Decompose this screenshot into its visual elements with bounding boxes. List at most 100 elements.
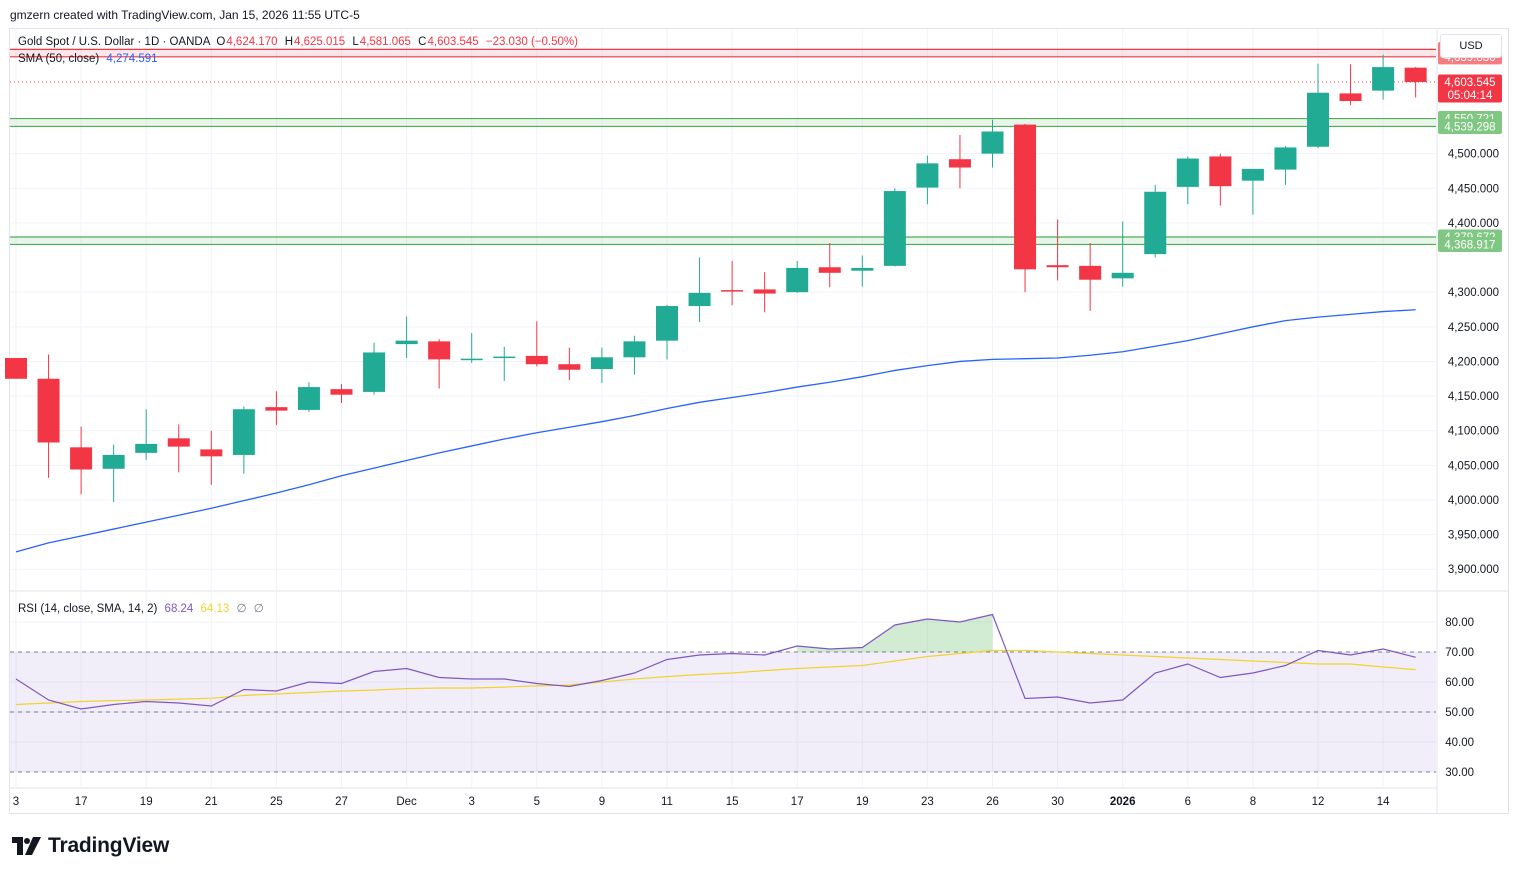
rsi-overbought-fill (797, 614, 993, 652)
candle (135, 409, 158, 460)
candle (102, 444, 125, 503)
low-label: L (352, 36, 359, 48)
candle-body (1111, 272, 1134, 279)
candle-body (1014, 124, 1037, 270)
rsi-tick-label: 70.00 (1445, 647, 1474, 659)
candle-body (493, 356, 516, 359)
candle-body (70, 447, 93, 470)
candle-body (981, 131, 1004, 154)
time-tick-label: 21 (205, 796, 218, 808)
rsi-legend: RSI (14, close, SMA, 14, 2) 68.24 64.13 … (18, 601, 268, 615)
candle-body (916, 163, 939, 188)
candle (818, 243, 841, 288)
candle (1014, 123, 1037, 293)
candle (428, 339, 451, 389)
axis-labels: 4,500.000 4,450.000 4,400.000 4,300.000 4,25… (13, 41, 1502, 808)
candle (1372, 54, 1395, 100)
price-tick-label: 4,200.000 (1448, 356, 1499, 368)
candle-body (590, 357, 613, 370)
symbol-name: Gold Spot / U.S. Dollar · 1D · OANDA (18, 36, 211, 48)
candle-body (656, 306, 678, 341)
candle (5, 357, 27, 379)
tradingview-logo[interactable]: TradingView (12, 834, 169, 858)
rsi-tick-label: 80.00 (1445, 617, 1474, 629)
price-tick-label: 4,000.000 (1448, 495, 1499, 507)
candle-body (883, 191, 906, 266)
candle (1307, 63, 1329, 149)
time-tick-label: 3 (468, 796, 474, 808)
candle-body (297, 387, 320, 410)
candle-body (753, 289, 776, 294)
candle-body (851, 267, 874, 271)
candle (721, 261, 744, 306)
time-tick-label: 8 (1250, 796, 1256, 808)
rsi-ma-line (15, 649, 1416, 706)
countdown-label-text: 05:04:14 (1448, 90, 1493, 102)
time-tick-label: 2026 (1110, 796, 1136, 808)
time-tick-label: 11 (661, 796, 673, 808)
change-value: −23.030 (−0.50%) (485, 36, 578, 48)
price-label-text: 4,368.917 (1444, 239, 1495, 251)
close-value: 4,603.545 (427, 36, 479, 48)
candle-body (330, 389, 353, 395)
candle-body (1372, 67, 1395, 91)
candle-body (1046, 265, 1069, 268)
candle-body (525, 355, 548, 365)
candle (1046, 219, 1069, 281)
open-value: 4,624.170 (226, 36, 278, 48)
candle (37, 354, 60, 478)
sma-legend-label: SMA (50, close) (18, 53, 100, 65)
candle (916, 155, 939, 205)
candle (981, 119, 1004, 168)
price-label-text: 4,603.545 (1444, 77, 1495, 89)
candle (1209, 153, 1232, 206)
candle (460, 333, 483, 363)
candle (1339, 64, 1362, 106)
rsi-tick-label: 60.00 (1445, 677, 1474, 689)
candle-body (102, 454, 125, 469)
candle-body (623, 341, 646, 358)
candle-body (37, 378, 60, 443)
candle (363, 342, 386, 395)
time-tick-label: 14 (1377, 796, 1390, 808)
candle (200, 430, 223, 485)
time-tick-label: 15 (726, 796, 739, 808)
symbol-legend: Gold Spot / U.S. Dollar · 1D · OANDA O4,6… (18, 36, 582, 48)
high-value: 4,625.015 (294, 36, 346, 48)
candle-body (786, 267, 809, 293)
candle (297, 382, 320, 413)
rsi-ma-legend-value: 64.13 (200, 603, 230, 615)
price-label-box (1438, 236, 1502, 252)
candle-body (1274, 147, 1297, 170)
candle (70, 426, 93, 495)
candle-body (428, 341, 451, 360)
candles (5, 54, 1427, 503)
chart-credit: gmzern created with TradingView.com, Jan… (10, 8, 360, 22)
time-tick-label: 19 (140, 796, 153, 808)
price-label-text: 4,539.298 (1444, 121, 1495, 133)
candle (1079, 243, 1102, 311)
candle (688, 257, 711, 322)
sma-line (15, 309, 1416, 553)
candle (330, 384, 353, 403)
rsi-pane (10, 613, 1436, 773)
candle (883, 188, 906, 267)
candle-body (460, 358, 483, 361)
zone-band (10, 237, 1436, 245)
rsi-legend-empty-1: ∅ (236, 603, 247, 615)
tradingview-logo-text: TradingView (48, 834, 170, 857)
axes (10, 29, 1509, 813)
candle-body (688, 292, 711, 307)
price-tick-label: 4,500.000 (1448, 149, 1499, 161)
currency-button[interactable]: USD (1440, 34, 1502, 58)
price-label-box (1438, 74, 1502, 103)
candle-body (1339, 93, 1362, 102)
chart-frame (9, 28, 1509, 814)
candle-body (948, 159, 971, 168)
candle (753, 272, 776, 313)
sma-line-group (15, 309, 1416, 553)
candle (1111, 221, 1134, 287)
price-tick-label: 4,050.000 (1448, 460, 1499, 472)
rsi-legend-empty-2: ∅ (253, 603, 264, 615)
